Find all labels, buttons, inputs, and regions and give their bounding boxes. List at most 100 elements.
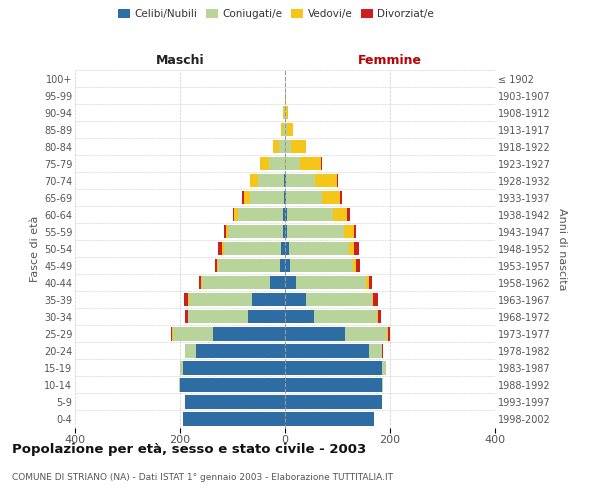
Bar — [285, 242, 289, 256]
Bar — [286, 106, 287, 119]
Bar — [284, 106, 285, 119]
Bar — [212, 327, 285, 340]
Bar — [250, 191, 284, 204]
Bar — [289, 242, 349, 256]
Text: Popolazione per età, sesso e stato civile - 2003: Popolazione per età, sesso e stato civil… — [12, 442, 366, 456]
Bar — [388, 327, 390, 340]
Bar — [218, 242, 222, 256]
Bar — [185, 310, 188, 324]
Bar — [378, 310, 380, 324]
Bar — [170, 327, 172, 340]
Bar — [285, 140, 292, 153]
Bar — [285, 293, 306, 306]
Bar — [274, 140, 278, 153]
Bar — [258, 174, 284, 188]
Bar — [356, 259, 359, 272]
Bar — [234, 208, 238, 222]
Bar — [215, 259, 217, 272]
Bar — [226, 225, 228, 238]
Bar — [285, 378, 382, 392]
Text: COMUNE DI STRIANO (NA) - Dati ISTAT 1° gennaio 2003 - Elaborazione TUTTITALIA.IT: COMUNE DI STRIANO (NA) - Dati ISTAT 1° g… — [12, 472, 393, 482]
Bar — [287, 225, 344, 238]
Bar — [202, 276, 271, 289]
Bar — [172, 327, 173, 340]
Bar — [180, 378, 285, 392]
Bar — [278, 140, 285, 153]
Bar — [369, 344, 382, 358]
Bar — [269, 157, 285, 170]
Bar — [286, 191, 322, 204]
Bar — [222, 242, 224, 256]
Bar — [173, 327, 212, 340]
Bar — [306, 293, 371, 306]
Bar — [250, 174, 258, 188]
Bar — [281, 123, 283, 136]
Bar — [271, 276, 285, 289]
Bar — [285, 327, 346, 340]
Bar — [242, 191, 244, 204]
Bar — [285, 106, 286, 119]
Bar — [184, 293, 188, 306]
Bar — [283, 208, 285, 222]
Bar — [248, 310, 285, 324]
Bar — [189, 293, 252, 306]
Bar — [285, 225, 287, 238]
Bar — [285, 412, 374, 426]
Bar — [285, 396, 382, 408]
Bar — [285, 157, 300, 170]
Bar — [252, 293, 285, 306]
Y-axis label: Anni di nascita: Anni di nascita — [557, 208, 568, 290]
Bar — [290, 259, 353, 272]
Bar — [185, 396, 285, 408]
Bar — [244, 191, 250, 204]
Bar — [382, 378, 383, 392]
Bar — [196, 344, 285, 358]
Bar — [182, 412, 285, 426]
Bar — [286, 174, 315, 188]
Bar — [283, 123, 285, 136]
Bar — [292, 140, 306, 153]
Bar — [217, 259, 218, 272]
Bar — [354, 242, 359, 256]
Bar — [382, 362, 386, 374]
Bar — [354, 225, 356, 238]
Bar — [218, 259, 280, 272]
Bar — [287, 123, 293, 136]
Bar — [179, 378, 180, 392]
Bar — [287, 208, 333, 222]
Bar — [285, 310, 314, 324]
Bar — [322, 191, 340, 204]
Bar — [285, 191, 286, 204]
Bar — [284, 174, 285, 188]
Bar — [285, 259, 290, 272]
Bar — [377, 310, 378, 324]
Bar — [353, 259, 356, 272]
Bar — [283, 225, 285, 238]
Bar — [296, 276, 367, 289]
Bar — [373, 293, 379, 306]
Bar — [349, 242, 354, 256]
Bar — [285, 174, 286, 188]
Bar — [188, 310, 248, 324]
Bar — [238, 208, 283, 222]
Bar — [337, 174, 338, 188]
Bar — [333, 208, 347, 222]
Bar — [346, 327, 388, 340]
Legend: Celibi/Nubili, Coniugati/e, Vedovi/e, Divorziat/e: Celibi/Nubili, Coniugati/e, Vedovi/e, Di… — [114, 5, 438, 24]
Bar — [233, 208, 234, 222]
Bar — [281, 242, 285, 256]
Bar — [185, 344, 196, 358]
Bar — [285, 276, 296, 289]
Bar — [199, 276, 201, 289]
Bar — [314, 310, 377, 324]
Text: Femmine: Femmine — [358, 54, 422, 68]
Bar — [344, 225, 354, 238]
Text: Maschi: Maschi — [155, 54, 205, 68]
Bar — [285, 208, 287, 222]
Bar — [182, 362, 285, 374]
Bar — [284, 191, 285, 204]
Bar — [224, 225, 226, 238]
Bar — [369, 276, 371, 289]
Y-axis label: Fasce di età: Fasce di età — [29, 216, 40, 282]
Bar — [285, 344, 369, 358]
